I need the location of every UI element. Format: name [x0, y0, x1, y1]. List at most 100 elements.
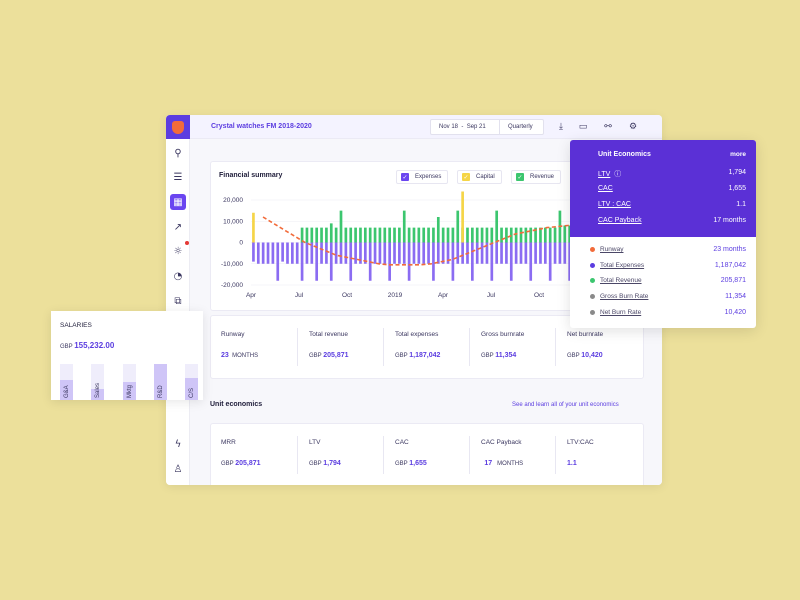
bar-revenue [452, 228, 455, 243]
bar-expenses [257, 243, 260, 264]
stat-prefix: GBP [395, 461, 408, 467]
checkbox-icon: ✓ [516, 173, 524, 181]
more-link[interactable]: more [730, 151, 746, 158]
period-select[interactable]: Quarterly [500, 124, 533, 130]
unit-economics-link[interactable]: See and learn all of your unit economics [512, 402, 619, 408]
bar-expenses [408, 243, 411, 281]
bar-expenses [563, 243, 566, 264]
bar-expenses [520, 243, 523, 264]
metric-key[interactable]: Net Burn Rate [600, 309, 641, 316]
trend-icon[interactable]: ↗ [170, 219, 186, 235]
popup-row-key-wrap: LTV ⓘ [598, 169, 621, 179]
unit-economics-title: Unit economics [210, 401, 262, 408]
bar-expenses [291, 243, 294, 264]
y-tick-label: 10,000 [223, 218, 243, 225]
bar-expenses [456, 243, 459, 264]
bar-expenses [471, 243, 474, 281]
legend-revenue[interactable]: ✓ Revenue [511, 170, 561, 184]
bar-revenue [315, 228, 318, 243]
stat-value-line: GBP 205,871 [309, 352, 349, 359]
stat-value: 1.1 [567, 460, 577, 467]
bar-label: C/S [189, 390, 195, 398]
x-tick-label: Oct [342, 292, 352, 299]
bar-revenue [476, 228, 479, 243]
legend-expenses[interactable]: ✓ Expenses [396, 170, 448, 184]
stat-value-line: GBP 10,420 [567, 352, 603, 359]
bar-revenue [374, 228, 377, 243]
legend-label: Capital [476, 174, 495, 180]
bar-revenue [432, 228, 435, 243]
metric-key[interactable]: Total Revenue [600, 277, 642, 284]
legend-capital[interactable]: ✓ Capital [457, 170, 502, 184]
stat-ltv-cac: LTV:CAC 1.1 [557, 424, 594, 485]
bar-expenses [403, 243, 406, 264]
x-tick-label: 2019 [388, 292, 403, 299]
popup-row-cac-payback: CAC Payback 17 months [598, 217, 746, 224]
stat-value: 205,871 [235, 460, 260, 467]
stat-suffix: MONTHS [497, 461, 523, 467]
popup-row-value: 17 months [713, 217, 746, 224]
stat-value: 10,420 [581, 352, 602, 359]
stat-value: 1,794 [323, 460, 341, 467]
download-icon[interactable]: ⤓ [554, 120, 568, 134]
stat-prefix: GBP [221, 461, 234, 467]
salaries-title: SALARIES [60, 322, 92, 329]
rocket-icon[interactable]: ⚲ [170, 145, 186, 161]
y-tick-label: -10,000 [221, 261, 243, 268]
bar-revenue [466, 228, 469, 243]
app-title: Crystal watches FM 2018-2020 [211, 123, 312, 130]
user-icon[interactable]: ♙ [170, 461, 186, 477]
bar-expenses [349, 243, 352, 281]
date-range-picker[interactable]: Nov 18 - Sep 21 Quarterly [430, 119, 544, 135]
bar-revenue [335, 228, 338, 243]
stat-prefix: GBP [567, 353, 580, 359]
bar-expenses [379, 243, 382, 264]
metric-key[interactable]: Runway [600, 246, 623, 253]
x-tick-label: Apr [246, 292, 257, 299]
metric-key[interactable]: Total Expenses [600, 262, 644, 269]
list-icon[interactable]: ☰ [170, 169, 186, 185]
stat-ltv: LTV GBP 1,794 [299, 424, 341, 485]
bar-revenue [354, 228, 357, 243]
bar-expenses [354, 243, 357, 264]
bar-label: Mktg [127, 390, 133, 398]
info-icon[interactable]: ⓘ [614, 170, 621, 178]
bar-expenses [345, 243, 348, 264]
popup-row-cac: CAC 1,655 [598, 185, 746, 192]
stat-value: 1,655 [409, 460, 427, 467]
bolt-icon[interactable]: ϟ [170, 436, 186, 452]
bar-expenses [422, 243, 425, 264]
bar-revenue [510, 228, 513, 243]
bulb-icon[interactable]: ☼ [170, 243, 186, 259]
logo[interactable] [166, 115, 190, 139]
bar-revenue [393, 228, 396, 243]
share-icon[interactable]: ⚯ [601, 120, 615, 134]
bar-revenue [345, 228, 348, 243]
bar-revenue [437, 217, 440, 243]
popup-row-key[interactable]: LTV : CAC [598, 201, 631, 208]
pie-icon[interactable]: ◔ [170, 268, 186, 284]
popup-row-key[interactable]: LTV [598, 171, 610, 178]
popup-row-key[interactable]: CAC Payback [598, 217, 642, 224]
settings-icon[interactable]: ⚙ [626, 120, 640, 134]
bar-expenses [534, 243, 537, 264]
bar-revenue [490, 228, 493, 243]
stat-value-line: 17 MONTHS [481, 460, 523, 467]
chat-icon[interactable]: ⧉ [170, 293, 186, 309]
date-range[interactable]: Nov 18 - Sep 21 [431, 124, 499, 130]
grid-icon[interactable]: ▦ [170, 194, 186, 210]
bar-expenses [388, 243, 391, 281]
metric-key[interactable]: Gross Burn Rate [600, 293, 648, 300]
legend-label: Revenue [530, 174, 554, 180]
bar-expenses [320, 243, 323, 264]
dot-icon [590, 278, 595, 283]
checkbox-icon: ✓ [401, 173, 409, 181]
bar-expenses [476, 243, 479, 264]
present-icon[interactable]: ▭ [576, 120, 590, 134]
salaries-card: SALARIES GBP 155,232.00 G&A Sales Mktg R… [51, 311, 203, 400]
popup-row-key[interactable]: CAC [598, 185, 613, 192]
bar-expenses [505, 243, 508, 264]
bar-expenses [559, 243, 562, 264]
stat-prefix: GBP [481, 353, 494, 359]
